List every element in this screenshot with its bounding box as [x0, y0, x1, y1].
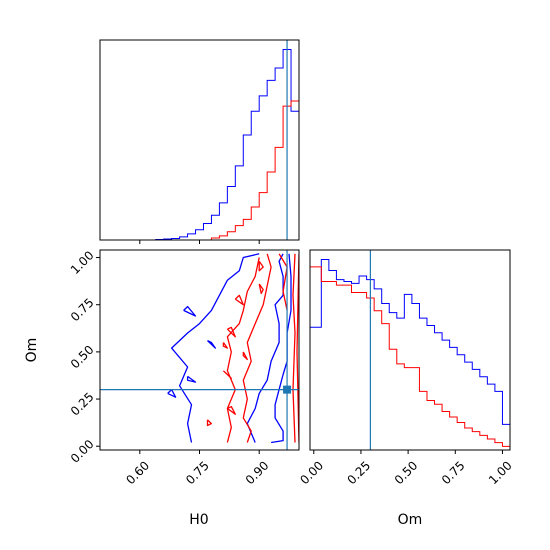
joint-contour-s1-c13: [258, 283, 264, 295]
joint-contour-s1-c6: [226, 326, 236, 338]
joint-x-tick-label-1: 0.75: [183, 458, 212, 487]
joint-y-tick-label-2: 0.50: [68, 343, 97, 372]
joint-contour-s0-c4: [207, 340, 217, 349]
joint-frame: [99, 249, 300, 451]
joint-contour-s1-c4: [278, 253, 288, 311]
om-x-tick-label-4: 1.00: [486, 458, 515, 487]
om-x-tick-label-3: 0.75: [439, 458, 468, 487]
joint-truth-marker: [283, 385, 292, 394]
h0-histogram-series-0: [100, 49, 300, 241]
joint-contour-s0-c3: [183, 305, 197, 317]
h0-marginal-frame: [99, 39, 300, 241]
joint-contour-s1-c7: [222, 342, 229, 349]
joint-contour-s0-c0: [170, 253, 260, 443]
joint-h0-om-panel: 0.60 0.75 0.90 0.00 0.25 0.50 0.75 1.00: [68, 248, 300, 487]
joint-y-tick-label-1: 0.25: [68, 390, 97, 419]
joint-x-tick-label-2: 0.90: [243, 458, 272, 487]
joint-contour-s0-c5: [186, 375, 197, 383]
joint-y-tick-label-3: 0.75: [68, 295, 97, 324]
om-x-tick-label-2: 0.50: [392, 458, 421, 487]
om-marginal-frame: [309, 249, 511, 451]
joint-contour-s1-c2: [292, 253, 296, 443]
joint-contour-s1-c1: [226, 257, 260, 443]
h0-histogram-series-1: [100, 100, 300, 241]
joint-contour-s1-c9: [222, 370, 232, 379]
om-x-tick-label-0: 0.00: [297, 458, 326, 487]
om-marginal-panel: 0.00 0.25 0.50 0.75 1.00: [297, 249, 515, 487]
joint-contour-s0-c2: [270, 253, 292, 444]
joint-contour-s1-c5: [234, 294, 244, 306]
joint-contours: [167, 253, 299, 444]
om-histogram-series-1: [309, 266, 511, 450]
joint-contour-s1-c3: [296, 253, 299, 443]
joint-y-tick-label-0: 0.00: [68, 437, 97, 466]
joint-x-axis-label: H0: [189, 512, 208, 528]
h0-marginal-panel: [99, 39, 300, 244]
joint-contour-s0-c6: [167, 388, 177, 398]
joint-contour-s0-c1: [246, 253, 284, 443]
joint-y-axis-label: Om: [24, 338, 40, 363]
joint-y-tick-label-4: 1.00: [68, 248, 97, 277]
om-histogram-series-0: [309, 259, 511, 450]
om-x-tick-label-1: 0.25: [344, 458, 373, 487]
joint-contour-s1-c11: [206, 419, 213, 427]
joint-contour-s1-c0: [242, 253, 272, 443]
joint-contour-s1-c10: [227, 405, 236, 415]
joint-x-tick-label-0: 0.60: [123, 458, 152, 487]
joint-contour-s1-c8: [242, 351, 248, 361]
om-x-axis-label: Om: [398, 512, 423, 528]
joint-contour-s1-c12: [258, 260, 264, 272]
